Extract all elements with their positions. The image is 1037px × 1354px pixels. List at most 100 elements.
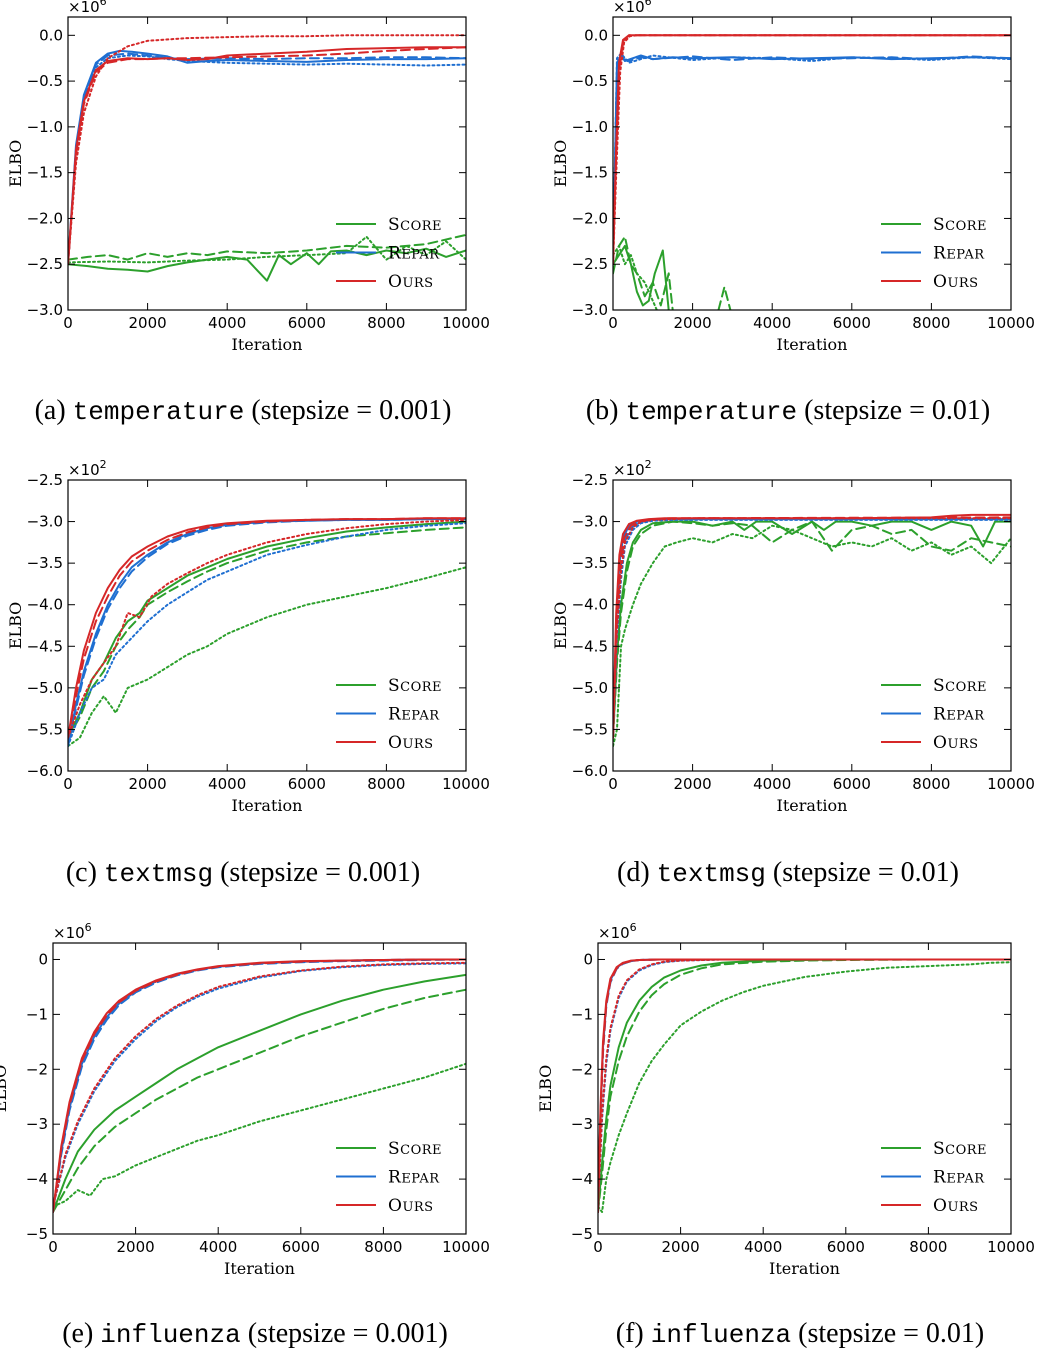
series-line-repar-dotted xyxy=(53,962,466,1208)
plot-frame xyxy=(612,479,1012,772)
x-tick-label: 4000 xyxy=(753,314,791,332)
axis-scale-label: ×106 xyxy=(68,0,107,16)
caption-dataset: textmsg xyxy=(103,859,214,889)
series-line-repar-dotted xyxy=(613,52,1011,266)
x-tick-label: 2000 xyxy=(129,775,167,793)
series-line-score-dotted xyxy=(613,244,658,310)
series-line-score-dotted xyxy=(68,235,466,264)
y-tick-label: 0 xyxy=(38,950,48,968)
x-tick-label: 10000 xyxy=(442,1238,490,1256)
y-tick-label: −0.5 xyxy=(27,72,63,90)
x-tick-label: 8000 xyxy=(367,775,405,793)
y-tick-label: −2.5 xyxy=(572,255,608,273)
series-line-repar-dashed xyxy=(613,518,1011,739)
y-tick-label: −1 xyxy=(26,1005,48,1023)
legend-label-repar: REPAR xyxy=(388,1168,440,1188)
chart-panel-4: 0 2000 4000 6000 8000 10000 −5 −4 −3 −2 −1 0 ×106 Ite… xyxy=(0,921,490,1278)
series-line-score-dashed xyxy=(53,988,466,1213)
y-tick-label: −6.0 xyxy=(572,762,608,780)
x-tick-label: 8000 xyxy=(912,314,950,332)
legend-label-score: SCORE xyxy=(388,215,442,235)
y-tick-label: −3.0 xyxy=(27,513,63,531)
x-tick-label: 4000 xyxy=(199,1238,237,1256)
caption-1: (b) temperature (stepsize = 0.01) xyxy=(586,395,990,427)
legend-label-score: SCORE xyxy=(388,676,442,696)
series-group xyxy=(53,958,466,1213)
caption-dataset: textmsg xyxy=(656,859,766,889)
y-tick-label: −3.0 xyxy=(27,301,63,319)
series-group xyxy=(598,958,1011,1213)
x-axis-label: Iteration xyxy=(777,335,848,354)
x-tick-label: 4000 xyxy=(753,775,791,793)
legend: SCORE REPAR OURS xyxy=(336,676,442,753)
series-line-repar-dotted xyxy=(68,522,466,748)
x-tick-label: 10000 xyxy=(987,775,1035,793)
legend-label-score: SCORE xyxy=(933,1139,987,1159)
legend-label-repar: REPAR xyxy=(933,705,985,725)
series-line-score-solid xyxy=(613,244,670,310)
x-tick-label: 4000 xyxy=(208,314,246,332)
x-tick-label: 4000 xyxy=(208,775,246,793)
legend-label-repar: REPAR xyxy=(933,244,985,264)
x-axis-label: Iteration xyxy=(777,796,848,815)
x-tick-label: 6000 xyxy=(833,314,871,332)
series-group xyxy=(68,517,466,748)
series-line-score-dashed xyxy=(613,235,674,310)
x-axis-label: Iteration xyxy=(769,1259,840,1278)
caption-dataset: temperature xyxy=(625,397,798,427)
chart-panel-2: 0 2000 4000 6000 8000 10000 −6.0 −5.5 −5.0 −4.5 −4… xyxy=(6,458,490,815)
x-tick-label: 2000 xyxy=(129,314,167,332)
series-line-score-dotted xyxy=(68,566,466,748)
series-line-score-dashed xyxy=(68,233,466,261)
y-tick-label: −2.5 xyxy=(572,471,608,489)
y-tick-label: −2.5 xyxy=(27,471,63,489)
y-tick-label: −3.5 xyxy=(27,554,63,572)
series-line-score-dashed xyxy=(68,526,466,739)
x-axis-label: Iteration xyxy=(232,796,303,815)
y-tick-label: −4.5 xyxy=(572,637,608,655)
legend-label-repar: REPAR xyxy=(933,1168,985,1188)
series-line-score-solid xyxy=(53,973,466,1213)
legend-label-score: SCORE xyxy=(933,676,987,696)
x-tick-label: 2000 xyxy=(674,775,712,793)
caption-suffix: (stepsize = 0.01) xyxy=(797,395,991,426)
axis-scale-label: ×102 xyxy=(68,458,107,479)
x-tick-label: 4000 xyxy=(744,1238,782,1256)
caption-suffix: (stepsize = 0.01) xyxy=(791,1318,985,1349)
series-line-score-solid xyxy=(68,520,466,739)
x-tick-label: 0 xyxy=(608,775,618,793)
caption-suffix: (stepsize = 0.001) xyxy=(213,857,421,888)
x-tick-label: 6000 xyxy=(833,775,871,793)
caption-prefix: (b) xyxy=(585,395,626,426)
y-tick-label: −2 xyxy=(571,1060,593,1078)
x-tick-label: 0 xyxy=(63,314,73,332)
y-axis-label: ELBO xyxy=(551,602,570,649)
series-line-score-solid xyxy=(68,247,466,282)
y-tick-label: −1.5 xyxy=(572,164,608,182)
caption-dataset: influenza xyxy=(650,1320,792,1350)
legend-label-repar: REPAR xyxy=(388,244,440,264)
legend-label-score: SCORE xyxy=(933,215,987,235)
caption-3: (d) textmsg (stepsize = 0.01) xyxy=(617,857,959,889)
x-tick-label: 8000 xyxy=(367,314,405,332)
y-tick-label: −5 xyxy=(571,1225,593,1243)
caption-suffix: (stepsize = 0.001) xyxy=(244,395,452,426)
axis-scale-label: ×106 xyxy=(613,0,652,16)
series-line-score-dotted xyxy=(613,524,1011,748)
y-tick-label: 0 xyxy=(583,950,593,968)
y-axis-label: ELBO xyxy=(551,140,570,187)
plot-frame xyxy=(67,16,467,311)
x-tick-label: 6000 xyxy=(282,1238,320,1256)
y-tick-label: −2.5 xyxy=(27,255,63,273)
y-tick-label: −1 xyxy=(571,1005,593,1023)
x-tick-label: 10000 xyxy=(442,775,490,793)
legend: SCORE REPAR OURS xyxy=(336,215,442,292)
y-tick-label: −5.0 xyxy=(27,679,63,697)
series-line-ours-dotted xyxy=(53,961,466,1208)
series-line-repar-dotted xyxy=(598,958,1011,1208)
x-tick-label: 0 xyxy=(48,1238,58,1256)
series-line-score-dotted xyxy=(598,961,1011,1213)
y-tick-label: 0.0 xyxy=(39,26,63,44)
y-tick-label: −1.0 xyxy=(27,118,63,136)
series-group xyxy=(613,513,1011,748)
